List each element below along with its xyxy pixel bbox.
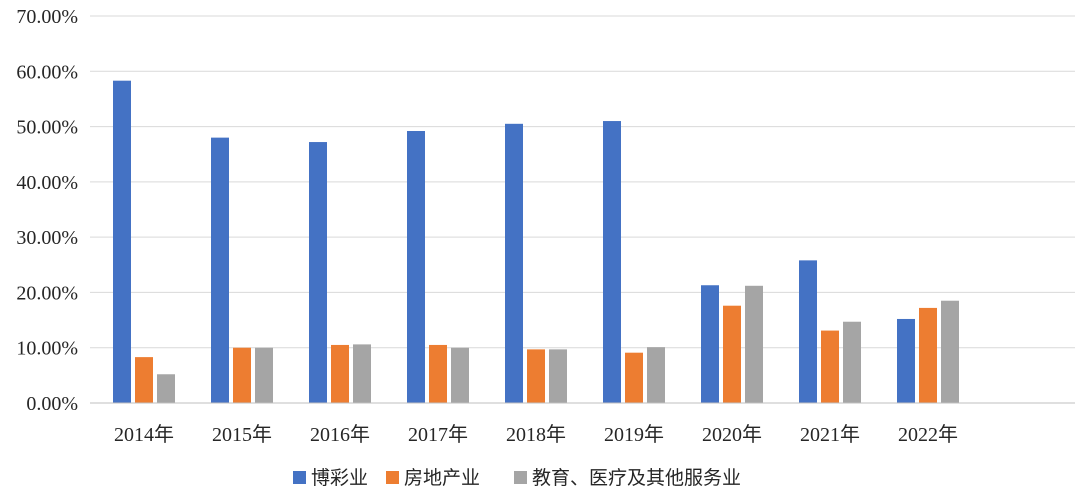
- bar-1: [309, 142, 327, 403]
- x-tick-label: 2021年: [800, 423, 860, 446]
- bar-1: [505, 123, 523, 404]
- y-tick-label: 30.00%: [16, 227, 78, 249]
- x-tick-label: 2022年: [898, 423, 958, 446]
- bar-3: [451, 347, 469, 403]
- bar-2: [331, 344, 349, 403]
- x-axis-ticks: 2014年 2015年 2016年 2017年 2018年 2019年 2020年 2021年…: [114, 423, 958, 446]
- bars: [113, 80, 959, 404]
- bar-2: [527, 349, 545, 403]
- bar-2: [625, 352, 643, 403]
- bar-1: [407, 130, 425, 403]
- legend-label: 房地产业: [404, 467, 480, 489]
- bar-3: [941, 300, 959, 403]
- legend-swatch: [386, 471, 399, 484]
- x-tick-label: 2018年: [506, 423, 566, 446]
- x-tick-label: 2015年: [212, 423, 272, 446]
- bar-2: [429, 344, 447, 403]
- bar-1: [211, 137, 229, 403]
- legend-swatch: [293, 471, 306, 484]
- bar-2: [135, 357, 153, 403]
- y-axis-ticks: 0.00% 10.00% 20.00% 30.00% 40.00% 50.00% 60.00…: [16, 6, 78, 415]
- bar-3: [647, 347, 665, 403]
- bar-1: [701, 285, 719, 403]
- bar-2: [723, 305, 741, 403]
- legend-label: 博彩业: [311, 467, 368, 489]
- y-tick-label: 70.00%: [16, 6, 78, 28]
- bar-1: [113, 80, 131, 403]
- legend-swatch: [514, 471, 527, 484]
- y-tick-label: 0.00%: [26, 393, 78, 415]
- y-tick-label: 60.00%: [16, 61, 78, 83]
- y-tick-label: 40.00%: [16, 172, 78, 194]
- bar-3: [255, 347, 273, 403]
- bar-2: [233, 347, 251, 403]
- gridlines: [90, 15, 1075, 349]
- y-tick-label: 20.00%: [16, 282, 78, 304]
- legend: 博彩业 房地产业 教育、医疗及其他服务业: [293, 467, 741, 489]
- x-tick-label: 2016年: [310, 423, 370, 446]
- bar-3: [745, 285, 763, 403]
- bar-3: [843, 321, 861, 403]
- bar-1: [603, 121, 621, 404]
- bar-3: [157, 374, 175, 403]
- bar-2: [821, 330, 839, 403]
- x-tick-label: 2017年: [408, 423, 468, 446]
- y-tick-label: 50.00%: [16, 117, 78, 139]
- y-tick-label: 10.00%: [16, 338, 78, 360]
- bar-3: [549, 349, 567, 403]
- bar-1: [897, 318, 915, 403]
- x-tick-label: 2014年: [114, 423, 174, 446]
- x-tick-label: 2020年: [702, 423, 762, 446]
- legend-label: 教育、医疗及其他服务业: [532, 467, 741, 489]
- bar-2: [919, 307, 937, 403]
- bar-3: [353, 344, 371, 403]
- bar-1: [799, 260, 817, 403]
- x-tick-label: 2019年: [604, 423, 664, 446]
